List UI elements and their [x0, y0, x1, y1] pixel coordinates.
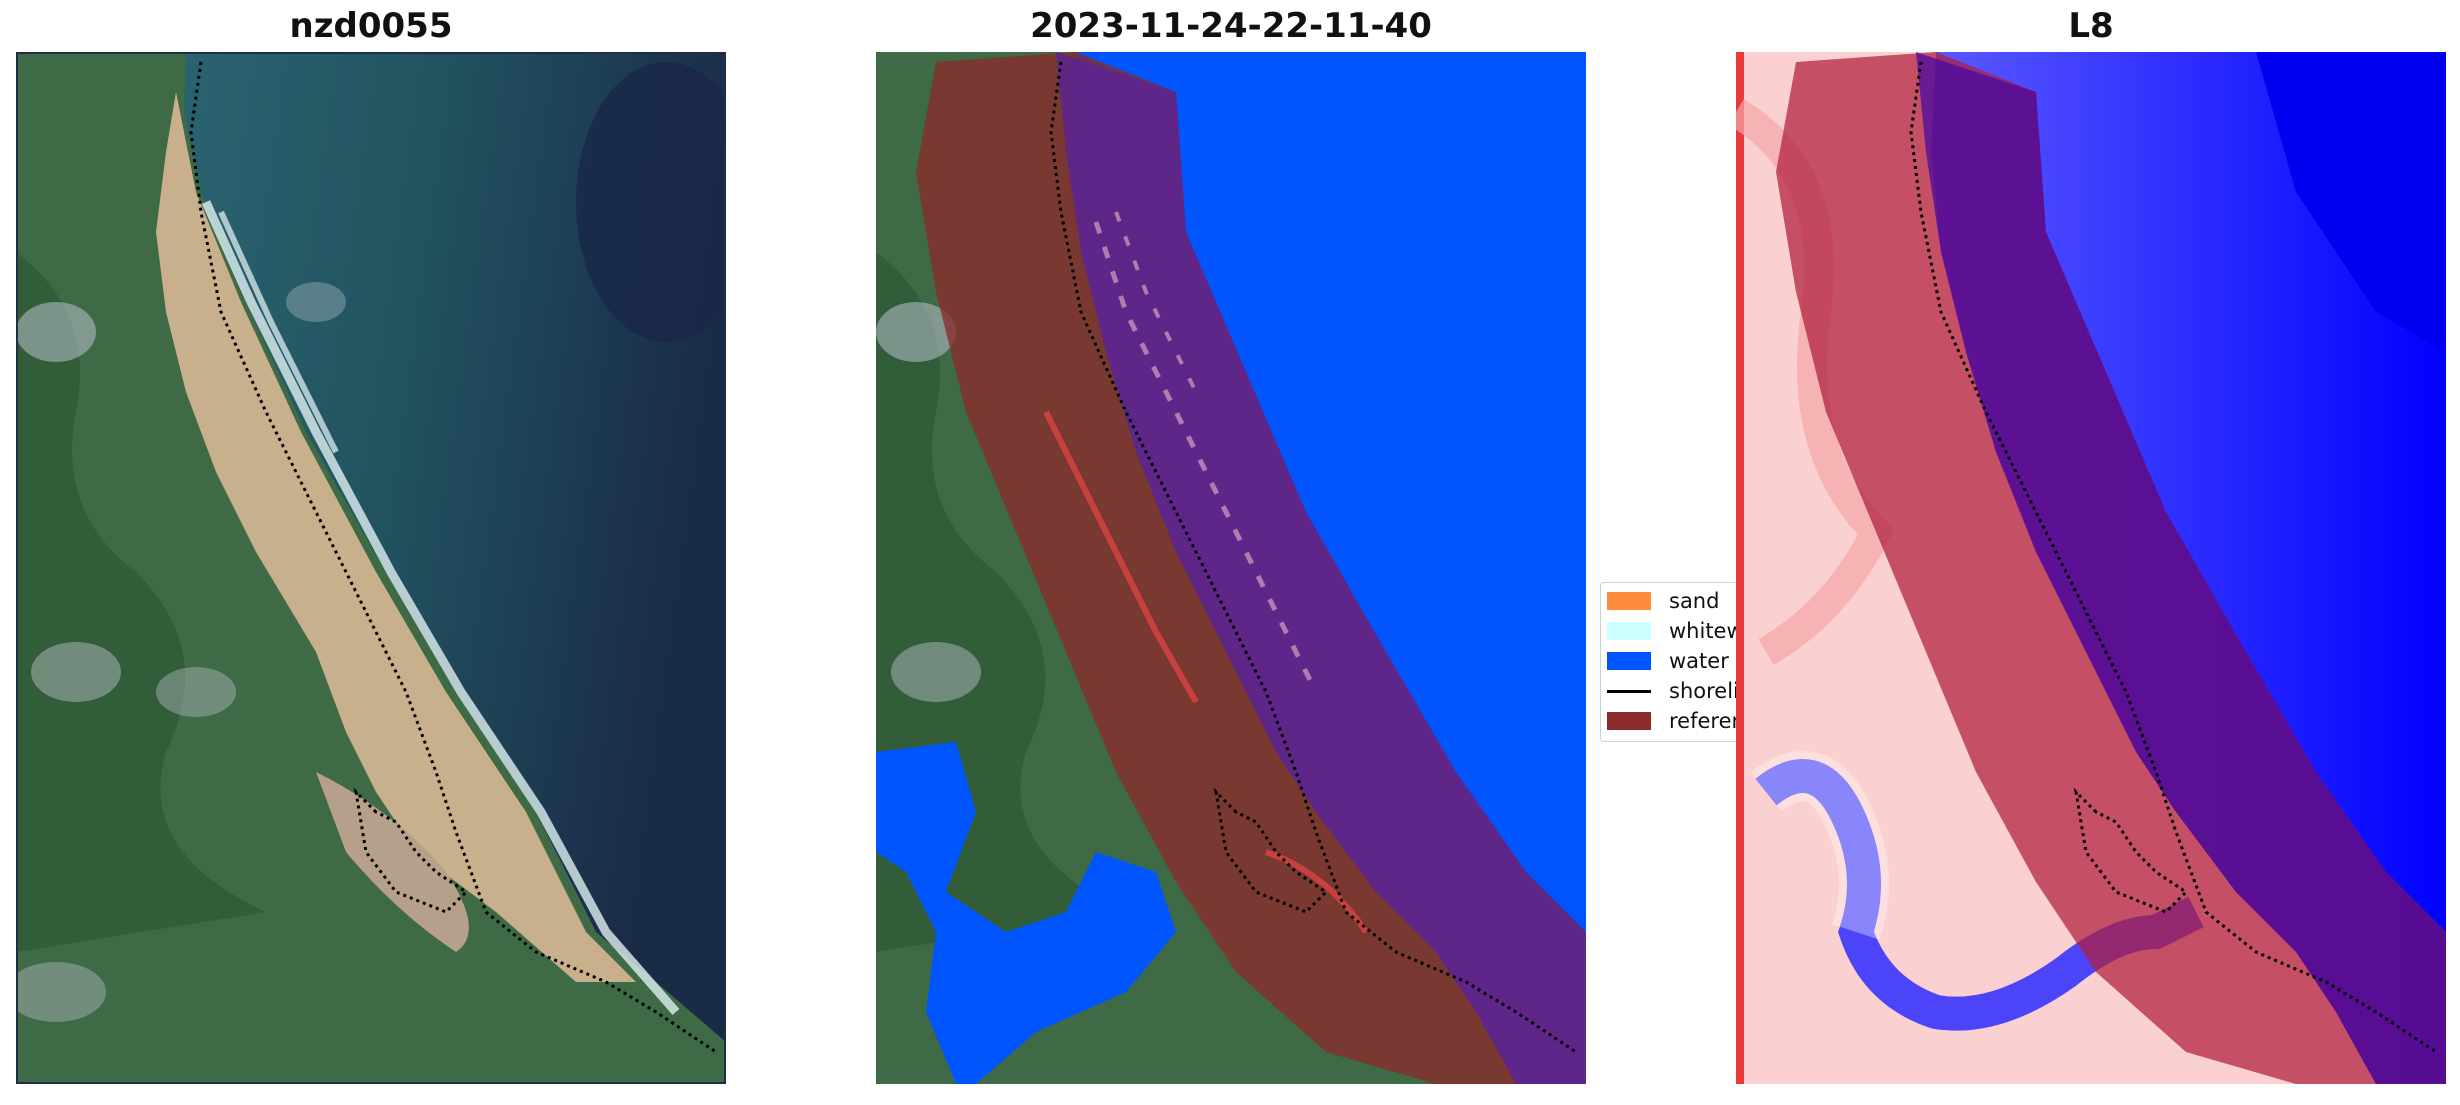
sand-swatch — [1607, 592, 1651, 610]
legend-label-shoreline: shoreline — [1669, 679, 1741, 703]
satellite-image-panel — [16, 52, 726, 1084]
legend-item-sand: sand — [1607, 589, 1719, 613]
index-image — [1736, 52, 2446, 1084]
classification-panel — [876, 52, 1586, 1084]
reference-swatch — [1607, 712, 1651, 730]
legend-label-sand: sand — [1669, 589, 1720, 613]
legend-label-reference: reference shoreline buffer — [1669, 709, 1741, 733]
shoreline-swatch — [1607, 689, 1651, 693]
legend-item-water: water — [1607, 649, 1729, 673]
panel-title-classification: 2023-11-24-22-11-40 — [1030, 6, 1432, 46]
classification-image — [876, 52, 1586, 1084]
legend-label-whitewater: whitewater — [1669, 619, 1742, 643]
whitewater-swatch — [1607, 622, 1651, 640]
index-panel — [1736, 52, 2446, 1084]
legend: sand whitewater water shoreline referenc… — [1600, 582, 1742, 742]
water-swatch — [1607, 652, 1651, 670]
panel-title-index: L8 — [2068, 6, 2114, 46]
panel-title-image: nzd0055 — [289, 6, 453, 46]
legend-item-shoreline: shoreline — [1607, 679, 1741, 703]
legend-item-whitewater: whitewater — [1607, 619, 1742, 643]
satellite-image — [16, 52, 726, 1084]
legend-item-reference: reference shoreline buffer — [1607, 709, 1741, 733]
legend-label-water: water — [1669, 649, 1729, 673]
